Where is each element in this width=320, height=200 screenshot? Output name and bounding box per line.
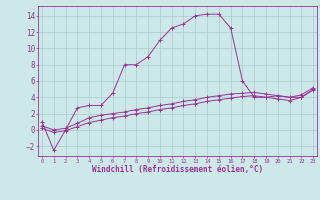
X-axis label: Windchill (Refroidissement éolien,°C): Windchill (Refroidissement éolien,°C) xyxy=(92,165,263,174)
